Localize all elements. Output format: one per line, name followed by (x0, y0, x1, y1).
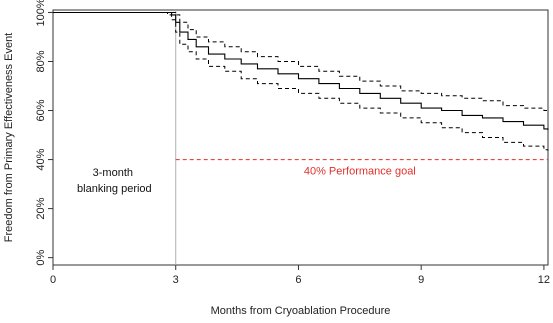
series-ci-upper (53, 12, 548, 111)
x-tick-label: 12 (538, 274, 550, 286)
y-axis-title: Freedom from Primary Effectiveness Event (3, 33, 15, 242)
blanking-period-annotation-line-2: blanking period (77, 183, 152, 195)
plot-frame (52, 9, 549, 266)
y-tick-label: 100% (35, 0, 47, 27)
y-axis: 0% 20% 40% 60% 80% 100% (35, 0, 53, 266)
x-axis: 0 3 6 9 12 (50, 265, 550, 286)
x-tick-label: 0 (50, 274, 56, 286)
series-layer (53, 11, 549, 151)
performance-goal-label: 40% Performance goal (304, 166, 416, 178)
series-ci-lower (53, 12, 549, 151)
y-tick-label: 0% (35, 249, 47, 265)
series-estimate (53, 11, 549, 131)
y-tick-label: 80% (35, 50, 47, 72)
y-tick-label: 40% (35, 148, 47, 170)
x-axis-title: Months from Cryoablation Procedure (211, 305, 391, 317)
y-tick-label: 20% (35, 197, 47, 219)
x-tick-label: 9 (418, 274, 424, 286)
x-tick-label: 3 (173, 274, 179, 286)
x-tick-label: 6 (295, 274, 301, 286)
blanking-period-annotation-line-1: 3-month (93, 167, 133, 179)
y-tick-label: 60% (35, 99, 47, 121)
blanking-period-annotation: 3-month blanking period (77, 167, 152, 195)
